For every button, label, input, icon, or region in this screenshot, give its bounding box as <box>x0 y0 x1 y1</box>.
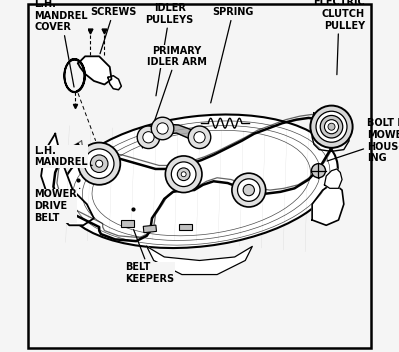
Text: SPRING: SPRING <box>211 7 254 103</box>
Text: BOLT IN
MOWER
HOUS-
ING: BOLT IN MOWER HOUS- ING <box>327 118 399 163</box>
Circle shape <box>188 126 211 149</box>
Circle shape <box>320 115 343 138</box>
Bar <box>179 224 192 230</box>
Circle shape <box>310 106 353 148</box>
Circle shape <box>137 126 160 149</box>
Polygon shape <box>78 56 111 84</box>
Text: L.H.
MANDREL: L.H. MANDREL <box>34 146 92 168</box>
Circle shape <box>312 164 326 178</box>
Circle shape <box>96 160 103 167</box>
Polygon shape <box>312 183 344 225</box>
Text: ELECTRIC
CLUTCH
PULLEY: ELECTRIC CLUTCH PULLEY <box>313 0 365 75</box>
Circle shape <box>165 156 202 193</box>
Text: PRIMARY
IDLER ARM: PRIMARY IDLER ARM <box>147 45 207 121</box>
Circle shape <box>171 162 196 187</box>
Text: MOWER
DRIVE
BELT: MOWER DRIVE BELT <box>34 188 80 222</box>
Circle shape <box>78 143 120 185</box>
Text: L.H.
MANDREL
COVER: L.H. MANDREL COVER <box>34 0 88 87</box>
Circle shape <box>85 149 114 178</box>
Circle shape <box>243 184 255 196</box>
Polygon shape <box>41 134 94 225</box>
Circle shape <box>143 132 154 143</box>
Circle shape <box>157 123 168 134</box>
Polygon shape <box>147 246 252 275</box>
Polygon shape <box>108 76 121 90</box>
Circle shape <box>328 123 335 130</box>
Circle shape <box>324 120 338 134</box>
Ellipse shape <box>61 114 338 248</box>
Text: SCREWS: SCREWS <box>90 7 136 54</box>
Circle shape <box>177 168 190 181</box>
Text: BELT
KEEPERS: BELT KEEPERS <box>126 230 175 284</box>
Circle shape <box>316 111 347 142</box>
Text: IDLER
PULLEYS: IDLER PULLEYS <box>146 3 194 96</box>
Circle shape <box>232 173 266 207</box>
Circle shape <box>91 155 108 172</box>
Bar <box>143 225 156 233</box>
Circle shape <box>194 132 205 143</box>
Circle shape <box>237 179 260 201</box>
Polygon shape <box>142 124 207 148</box>
Bar <box>121 220 134 227</box>
Circle shape <box>151 117 174 140</box>
Polygon shape <box>324 169 342 188</box>
Circle shape <box>181 172 186 177</box>
